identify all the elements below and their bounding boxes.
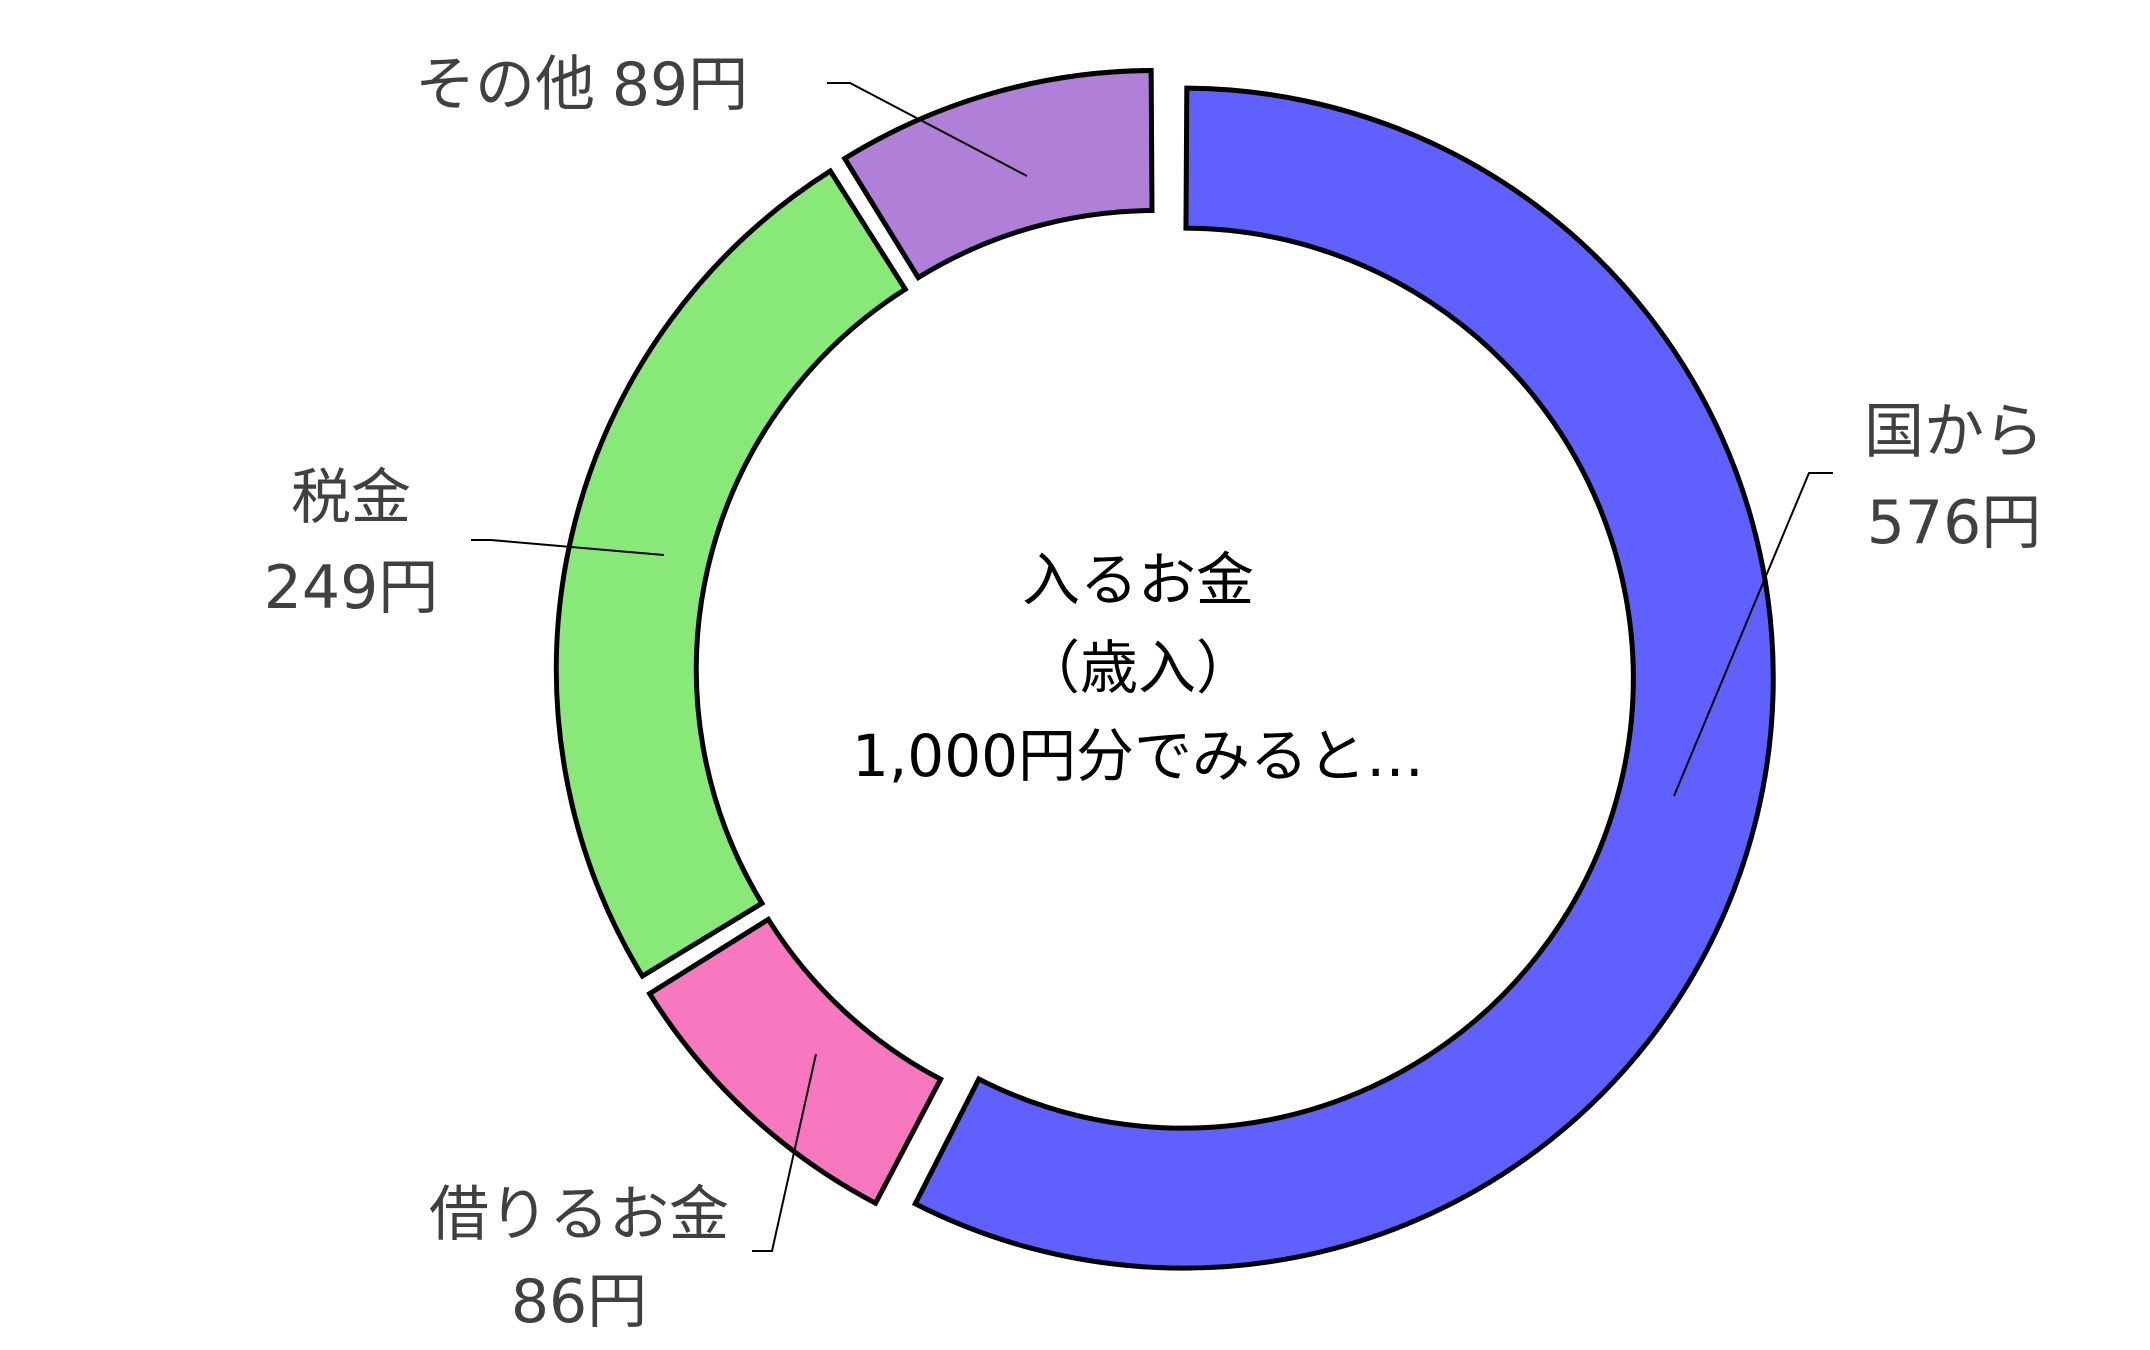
value-kariru-okane: 86円	[511, 1267, 647, 1337]
label-kuni-kara: 国から	[1864, 397, 2044, 467]
slice-sonota	[841, 67, 1155, 282]
value-sonota: 89円	[612, 50, 748, 120]
label-kariru-okane: 借りるお金	[429, 1180, 729, 1250]
slice-kuni-kara	[911, 85, 1776, 1271]
leader-kuni-kara	[1673, 472, 1833, 797]
value-kuni-kara: 576円	[1867, 488, 2042, 558]
slice-labels: 国から 576円 借りるお金 86円 税金 249円 その他 89円	[264, 50, 2044, 1337]
leader-kariru-okane	[752, 1053, 817, 1252]
label-zeikin: 税金	[291, 463, 411, 533]
label-sonota: その他	[415, 50, 595, 120]
slice-kariru-okane	[646, 915, 945, 1207]
slice-zeikin	[553, 167, 909, 980]
leader-sonota	[827, 82, 1028, 177]
value-zeikin: 249円	[264, 553, 439, 623]
center-text: 入るお金 （歳入） 1,000円分でみると…	[852, 546, 1424, 790]
center-note: 1,000円分でみると…	[852, 722, 1424, 790]
center-title: 入るお金	[1022, 546, 1254, 614]
center-subtitle: （歳入）	[1022, 634, 1254, 702]
leader-zeikin	[471, 539, 665, 556]
